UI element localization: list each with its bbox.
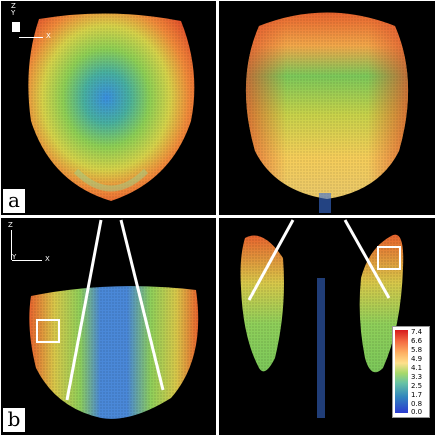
highlight-box: [36, 319, 60, 343]
legend-tick: 7.4: [411, 328, 423, 336]
center-strip: [317, 278, 325, 418]
color-scale-legend: 7.4 6.6 5.8 4.9 4.1 3.3 2.5 1.7 0.8 0.0: [392, 326, 430, 418]
axis-x-label: X: [46, 32, 51, 40]
legend-tick: 5.8: [411, 346, 423, 354]
highlight-box: [377, 246, 401, 270]
axis-z-line: [11, 230, 12, 260]
point-cloud-section-view: [29, 219, 199, 419]
panel-top-left: Z Y X a: [1, 1, 216, 215]
panel-label-a: a: [3, 189, 25, 213]
panel-top-right: [219, 1, 435, 215]
legend-tick: 0.0: [411, 408, 423, 416]
legend-tick: 4.1: [411, 364, 423, 372]
axis-x-line: [12, 260, 42, 261]
axis-x-label: X: [45, 255, 50, 263]
axis-y-label: Y: [12, 253, 17, 261]
axis-y-label: Y: [11, 9, 16, 17]
cut-line-right: [343, 219, 391, 299]
axis-z-label: Z: [11, 2, 16, 10]
cut-line-right: [119, 219, 165, 391]
axis-origin-marker: [12, 22, 20, 32]
axis-triad-bottom: Z Y X: [7, 222, 57, 266]
cut-line-left: [65, 219, 103, 401]
point-cloud-top-view: [28, 13, 195, 202]
color-scale-bar: [395, 330, 408, 413]
axis-x-line: [19, 37, 43, 38]
legend-tick: 3.3: [411, 373, 423, 381]
legend-tick: 2.5: [411, 382, 423, 390]
axis-triad-top: Z Y X: [7, 3, 57, 43]
panel-bottom-left: Z Y X b: [1, 218, 216, 435]
legend-tick: 0.8: [411, 400, 423, 408]
axis-z-label: Z: [8, 221, 13, 229]
legend-tick: 4.9: [411, 355, 423, 363]
legend-tick: 6.6: [411, 337, 423, 345]
panel-label-b: b: [3, 408, 25, 432]
legend-tick: 1.7: [411, 391, 423, 399]
cut-line-left: [247, 219, 295, 301]
point-cloud-oblique-view: [245, 12, 409, 213]
